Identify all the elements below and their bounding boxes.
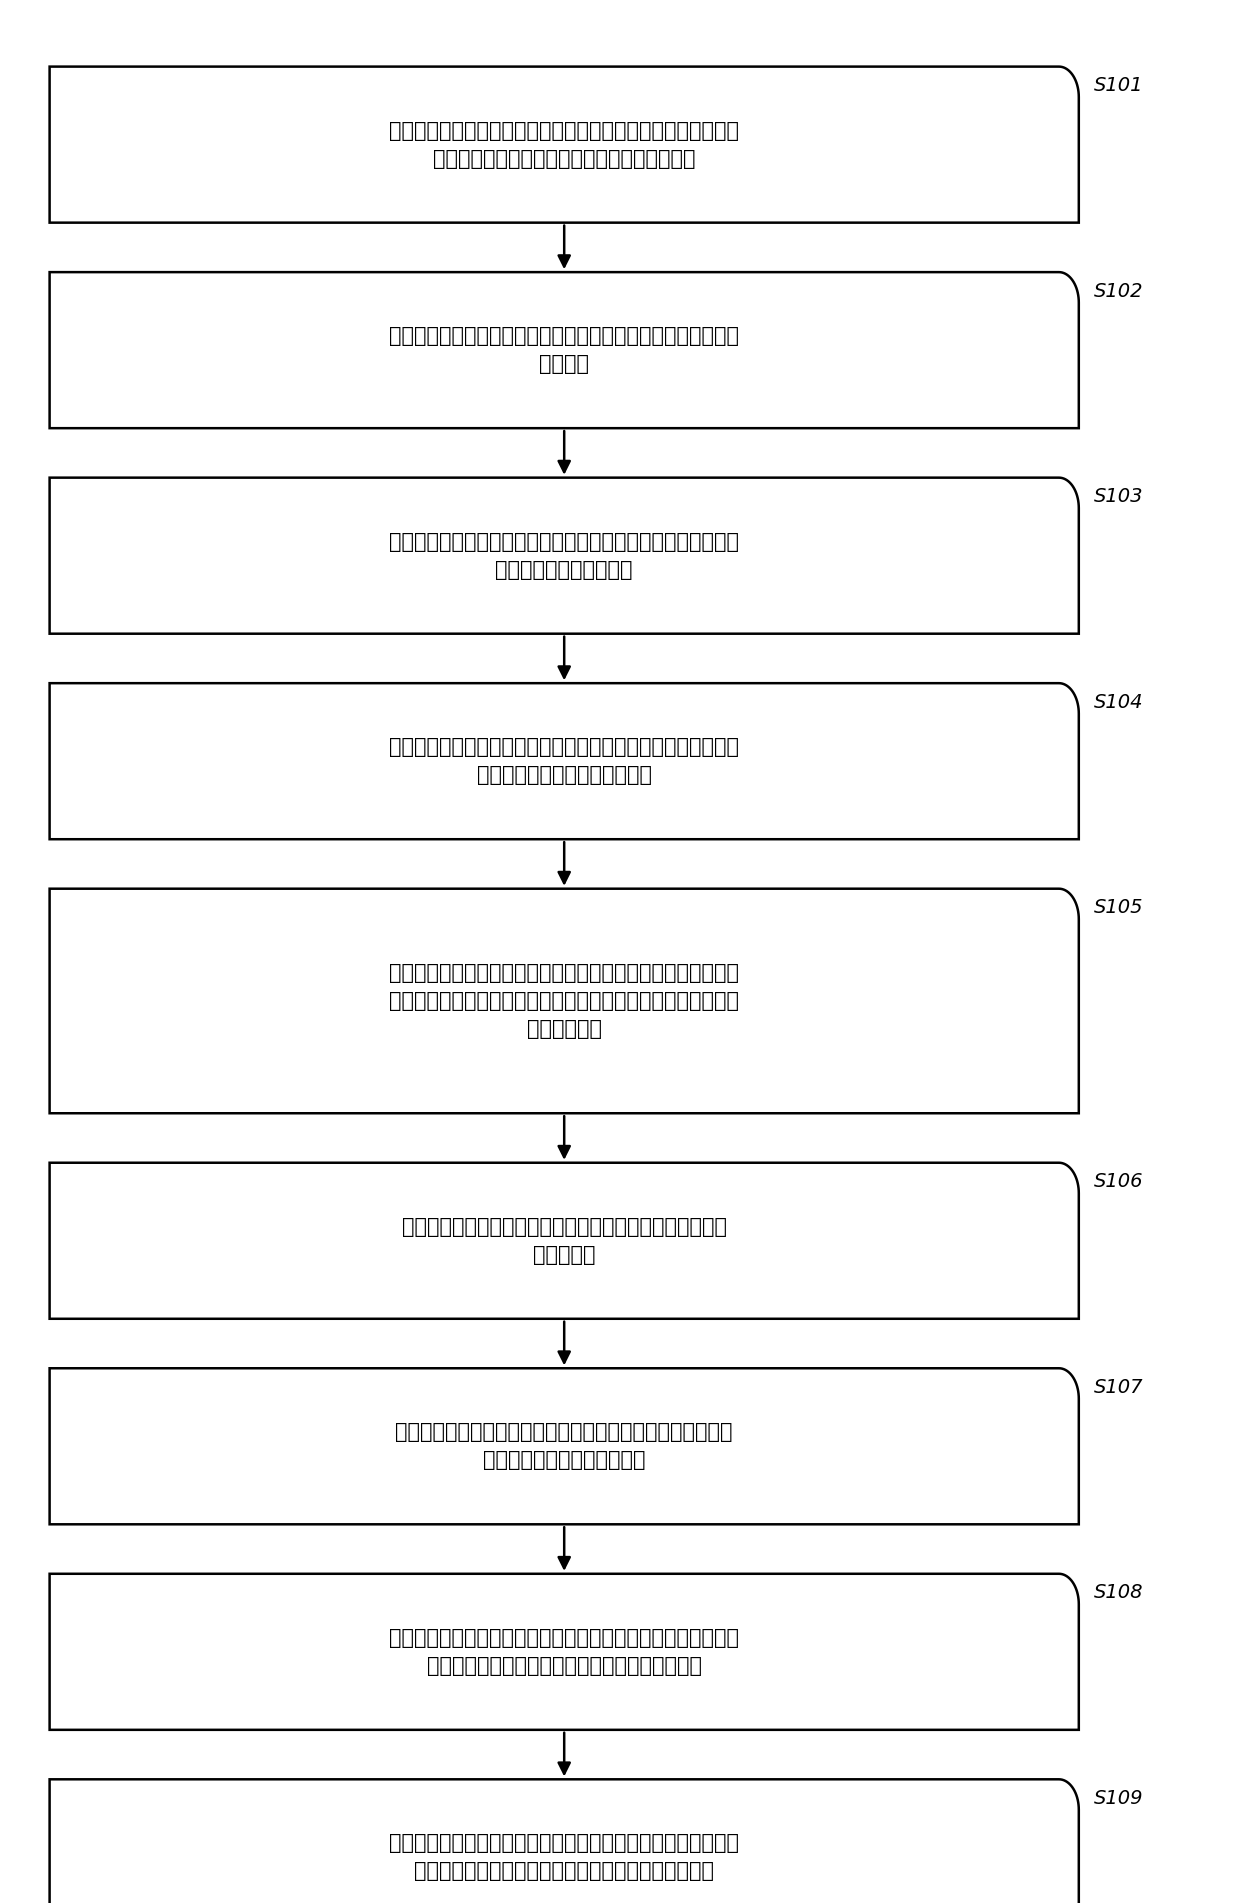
Polygon shape [50,478,1079,634]
Text: 通过桩基孔深检测模块利用孔深检测装置利用可调节主杆检测桩
基孔深；通过桩基混凝土灌注模块利用混凝土灌注装置进行桩基
混凝土的灌注: 通过桩基孔深检测模块利用孔深检测装置利用可调节主杆检测桩 基孔深；通过桩基混凝土… [389,963,739,1039]
Polygon shape [50,1368,1079,1524]
Text: 通过中央控制模块利用中央处理器控制所述桩基工程的施工装置
的控制系统各个模块的正常运行: 通过中央控制模块利用中央处理器控制所述桩基工程的施工装置 的控制系统各个模块的正… [389,736,739,786]
Text: 通过桩基工程图像获取模块利用图像获取设备进行桩基工程图像
的获取，并将获取的图像数据发送至中央处理器: 通过桩基工程图像获取模块利用图像获取设备进行桩基工程图像 的获取，并将获取的图像… [389,120,739,169]
Polygon shape [50,683,1079,839]
Text: S102: S102 [1094,282,1143,301]
Polygon shape [50,889,1079,1113]
Text: 通过混凝土液面检测模块利用液面检测装置进行桩基混凝土
液面的检测: 通过混凝土液面检测模块利用液面检测装置进行桩基混凝土 液面的检测 [402,1216,727,1265]
Text: 通过图像数据处理模块利用数据处理程序对获取的桩基工程图像
进行处理: 通过图像数据处理模块利用数据处理程序对获取的桩基工程图像 进行处理 [389,325,739,375]
Polygon shape [50,67,1079,223]
Polygon shape [50,1163,1079,1319]
Polygon shape [50,272,1079,428]
Polygon shape [50,1779,1079,1903]
Polygon shape [50,1574,1079,1730]
Text: S108: S108 [1094,1583,1143,1602]
Text: 通过终端模块利用云数据库服务器将桩基工程的施工数据发送至
移动终端，并进行所述桩基工程的施工装置的远程控制: 通过终端模块利用云数据库服务器将桩基工程的施工数据发送至 移动终端，并进行所述桩… [389,1833,739,1882]
Text: 通过预警模块利用声光预警装置对异常的桩基工程图像数据及
异常混凝土液面数据进行预警: 通过预警模块利用声光预警装置对异常的桩基工程图像数据及 异常混凝土液面数据进行预… [396,1422,733,1471]
Text: S109: S109 [1094,1789,1143,1808]
Text: 通过数据分析模块利用数据分析程序对处理后的桩基工程图像进
行分析，并生成分析报告: 通过数据分析模块利用数据分析程序对处理后的桩基工程图像进 行分析，并生成分析报告 [389,531,739,580]
Text: S105: S105 [1094,898,1143,917]
Text: S106: S106 [1094,1172,1143,1191]
Text: S104: S104 [1094,693,1143,712]
Text: 通过数据存储模块利用云数据库服务器存储获取的桩基工程图像
数据、分析报告、混凝土液面检测结果及预警信息: 通过数据存储模块利用云数据库服务器存储获取的桩基工程图像 数据、分析报告、混凝土… [389,1627,739,1677]
Text: S107: S107 [1094,1378,1143,1397]
Text: S103: S103 [1094,487,1143,506]
Text: S101: S101 [1094,76,1143,95]
